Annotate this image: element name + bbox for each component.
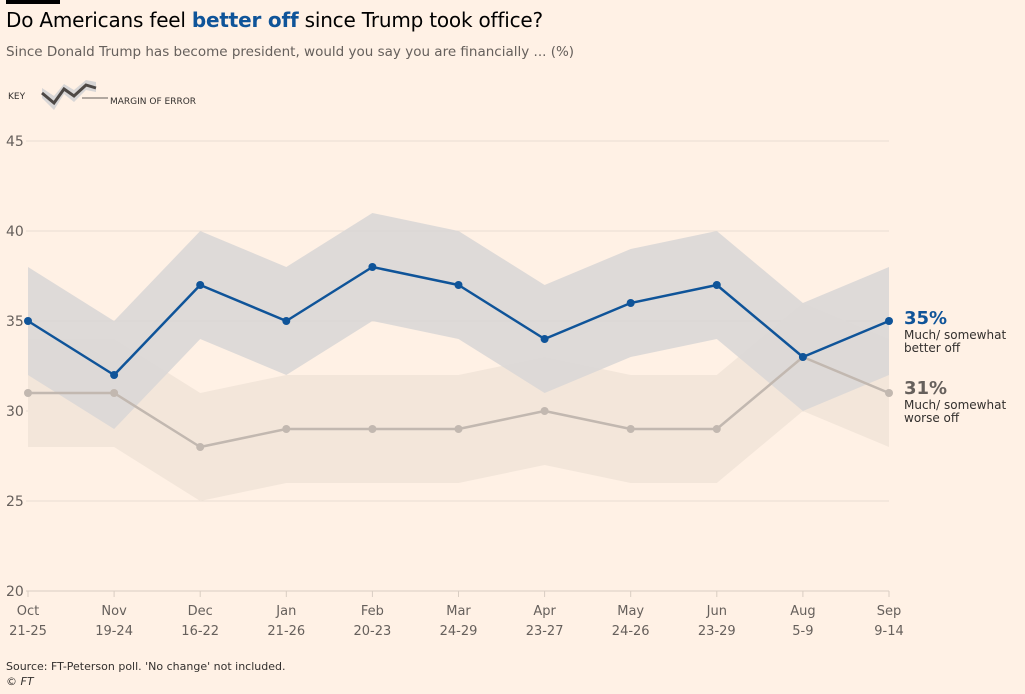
x-tick-label-days: 20-23: [354, 624, 392, 639]
data-point-better: [454, 281, 463, 289]
x-tick-label-days: 24-26: [612, 624, 650, 639]
chart-title: Do Americans feel better off since Trump…: [6, 8, 543, 32]
data-point-better: [196, 281, 205, 289]
x-tick-label-days: 21-25: [9, 624, 47, 639]
x-tick-label-month: Jun: [706, 604, 727, 619]
key-label: KEY: [8, 92, 26, 102]
data-point-better: [626, 299, 635, 307]
y-tick-label: 35: [6, 314, 24, 330]
end-desc-worse-off-line1: Much/ somewhat: [904, 398, 1007, 412]
data-point-worse: [368, 425, 377, 433]
end-desc-better-off-line2: better off: [904, 341, 961, 355]
x-tick-label-month: Sep: [877, 604, 902, 619]
x-tick-label-days: 19-24: [95, 624, 133, 639]
margin-of-error-key-icon: [41, 80, 108, 110]
data-point-worse: [24, 389, 32, 397]
data-point-better: [282, 317, 291, 325]
end-value-better-off: 35%: [904, 308, 948, 329]
data-point-better: [110, 371, 119, 379]
x-tick-label-days: 23-29: [698, 624, 736, 639]
x-tick-label-month: Mar: [446, 604, 471, 619]
data-point-better: [24, 317, 32, 325]
data-point-worse: [540, 407, 549, 415]
title-highlight: better off: [191, 8, 299, 32]
x-tick-label-days: 21-26: [267, 624, 305, 639]
chart-subtitle: Since Donald Trump has become president,…: [6, 44, 575, 60]
x-tick-label-month: Jan: [275, 604, 296, 619]
data-point-better: [368, 263, 377, 271]
x-tick-label-days: 5-9: [792, 624, 813, 639]
x-tick-label-days: 16-22: [181, 624, 219, 639]
x-tick-label-days: 23-27: [526, 624, 564, 639]
x-tick-label-month: Dec: [188, 604, 213, 619]
data-point-better: [540, 335, 549, 343]
data-point-better: [798, 353, 807, 361]
end-label-better-off: 35% Much/ somewhat better off: [904, 308, 1006, 355]
end-value-worse-off: 31%: [904, 378, 948, 399]
x-tick-label-days: 9-14: [874, 624, 904, 639]
data-point-worse: [626, 425, 635, 433]
y-tick-label: 25: [6, 494, 24, 510]
data-point-worse: [110, 389, 119, 397]
copyright: © FT: [6, 675, 34, 688]
end-desc-worse-off-line2: worse off: [904, 411, 960, 425]
x-tick-label-month: May: [617, 604, 644, 619]
x-tick-label-month: Feb: [361, 604, 384, 619]
x-tick-label-month: Apr: [533, 604, 556, 619]
source-note: Source: FT-Peterson poll. 'No change' no…: [6, 660, 286, 673]
margin-band-worse: [28, 303, 889, 501]
x-tick-label-month: Nov: [101, 604, 127, 619]
data-point-worse: [282, 425, 291, 433]
data-point-worse: [885, 389, 893, 397]
y-tick-label: 45: [6, 134, 24, 150]
y-tick-label: 40: [6, 224, 24, 240]
y-tick-label: 30: [6, 404, 24, 420]
ft-top-bar: [6, 0, 60, 4]
y-tick-label: 20: [6, 584, 24, 600]
margin-band-better: [28, 213, 889, 429]
x-tick-label-month: Oct: [17, 604, 39, 619]
end-label-worse-off: 31% Much/ somewhat worse off: [904, 378, 1006, 425]
title-text-end: since Trump took office?: [298, 8, 543, 32]
data-point-worse: [196, 443, 205, 451]
data-point-better: [885, 317, 893, 325]
title-text: Do Americans feel: [6, 8, 192, 32]
key-margin-of-error-label: MARGIN OF ERROR: [110, 97, 197, 107]
data-point-worse: [454, 425, 463, 433]
x-tick-label-month: Aug: [790, 604, 815, 619]
end-desc-better-off-line1: Much/ somewhat: [904, 328, 1007, 342]
data-point-worse: [712, 425, 721, 433]
x-tick-label-days: 24-29: [440, 624, 478, 639]
data-point-better: [712, 281, 721, 289]
